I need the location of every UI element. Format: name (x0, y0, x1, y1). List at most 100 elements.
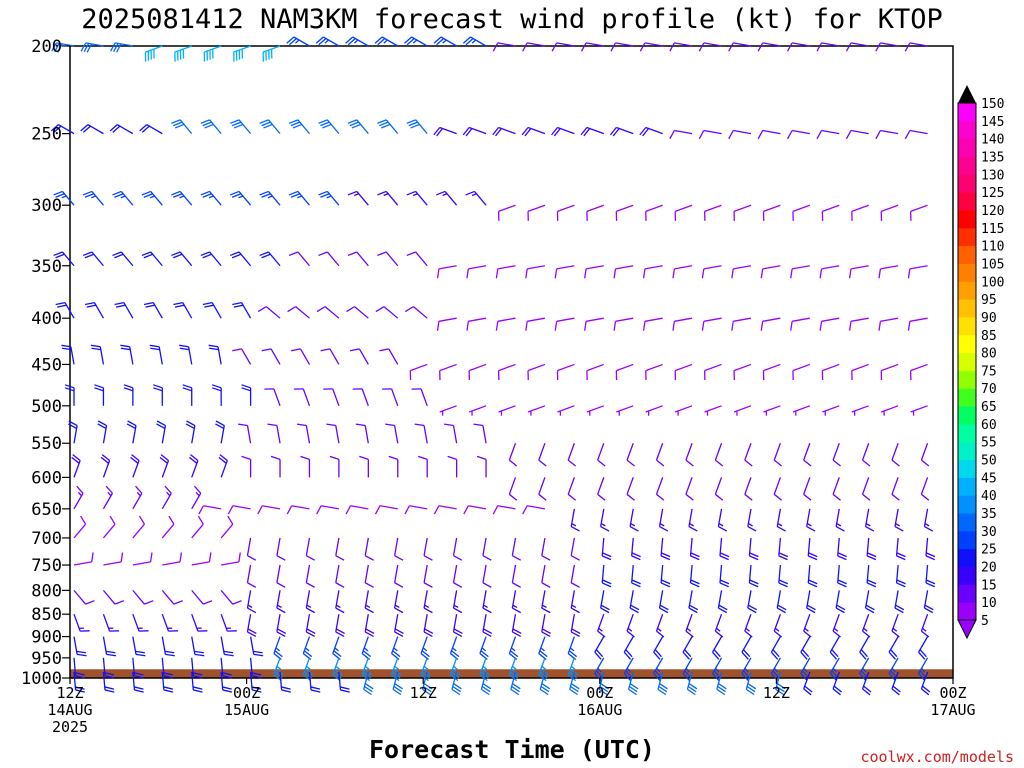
wind-barb (305, 614, 316, 637)
barb-flag (247, 582, 257, 588)
wind-barb (660, 564, 671, 588)
barb-flag (120, 347, 131, 351)
barb-flag (423, 631, 433, 637)
colorbar-segment (958, 120, 976, 140)
colorbar-label: 55 (981, 436, 997, 451)
wind-barb (570, 564, 580, 588)
barb-flag (661, 579, 671, 585)
wind-barb (495, 317, 516, 331)
barb-flag (832, 459, 841, 467)
barb-staff (763, 363, 781, 372)
wind-barb (674, 363, 693, 381)
x-tick-label: 12Z (56, 684, 83, 702)
wind-barb (220, 671, 233, 693)
barb-flag (77, 653, 87, 657)
barb-staff (821, 42, 840, 47)
barb-half-flag (136, 491, 141, 497)
wind-barbs (50, 36, 936, 696)
barb-staff (297, 191, 310, 206)
barb-staff (326, 251, 340, 267)
barb-flag (613, 321, 617, 331)
barb-staff (452, 614, 458, 633)
barb-flag (306, 628, 316, 635)
barb-flag (72, 454, 81, 462)
wind-barb (345, 505, 369, 515)
barb-flag (179, 344, 189, 348)
barb-flag (422, 688, 431, 696)
barb-flag (551, 127, 558, 136)
barb-flag (845, 42, 852, 52)
barb-flag (114, 301, 124, 306)
barb-flag (173, 193, 183, 198)
barb-flag (541, 555, 551, 561)
barb-flag (164, 650, 175, 654)
barb-flag (835, 525, 845, 532)
wind-barb (714, 443, 724, 467)
barb-flag (602, 552, 612, 558)
barb-flag (270, 455, 281, 461)
wind-barb (417, 455, 428, 478)
wind-barb (510, 671, 521, 696)
barb-flag (613, 268, 617, 279)
barb-flag (97, 423, 107, 430)
wind-barb (580, 42, 604, 52)
wind-barb (497, 363, 516, 381)
barb-flag (222, 689, 233, 693)
barb-half-flag (335, 604, 341, 608)
barb-flag (800, 651, 808, 660)
barb-flag (926, 579, 936, 585)
barb-staff (791, 129, 810, 135)
wind-barb (102, 636, 117, 657)
wind-barb (757, 42, 781, 52)
wind-barb (249, 671, 262, 693)
barb-flag (229, 251, 240, 257)
barb-staff (821, 317, 840, 322)
barb-flag (894, 525, 904, 532)
barb-staff (497, 317, 516, 322)
barb-staff (276, 614, 281, 633)
wind-barb (221, 552, 241, 566)
wind-barb (731, 265, 752, 279)
barb-flag (423, 582, 433, 588)
barb-staff (249, 636, 255, 655)
barb-staff (541, 564, 546, 583)
wind-barb (645, 204, 663, 221)
wind-barb (719, 537, 730, 561)
barb-flag (787, 130, 793, 140)
barb-staff (822, 363, 840, 372)
wind-barb (296, 423, 311, 444)
barb-flag (143, 193, 153, 198)
wind-barb (627, 671, 639, 696)
barb-flag (200, 119, 210, 124)
barb-flag (232, 348, 242, 352)
barb-flag (492, 127, 500, 136)
barb-flag (84, 253, 95, 259)
colorbar-segment (958, 281, 976, 300)
wind-barb (600, 590, 610, 614)
barb-flag (241, 455, 251, 461)
barb-flag (451, 688, 461, 696)
wind-barb (159, 454, 170, 478)
barb-staff (356, 251, 369, 267)
barb-half-flag (689, 523, 694, 527)
wind-barb (554, 265, 575, 279)
barb-flag (623, 651, 632, 660)
wind-barb (717, 508, 728, 532)
barb-flag (598, 688, 608, 696)
colorbar-label: 65 (981, 400, 997, 415)
wind-barb (657, 671, 668, 696)
barb-staff (655, 477, 664, 495)
wind-barb (778, 537, 789, 561)
colorbar-label: 70 (981, 382, 997, 397)
barb-staff (321, 505, 340, 510)
barb-half-flag (597, 667, 602, 673)
y-tick-label: 200 (31, 37, 62, 57)
y-tick-label: 550 (31, 434, 62, 454)
barb-staff (557, 204, 575, 212)
wind-barb (525, 265, 546, 279)
barb-staff (276, 537, 281, 556)
barb-flag (538, 493, 547, 501)
barb-staff (910, 363, 928, 372)
x-tick-label: 00Z (939, 684, 966, 702)
barb-flag (476, 455, 487, 461)
